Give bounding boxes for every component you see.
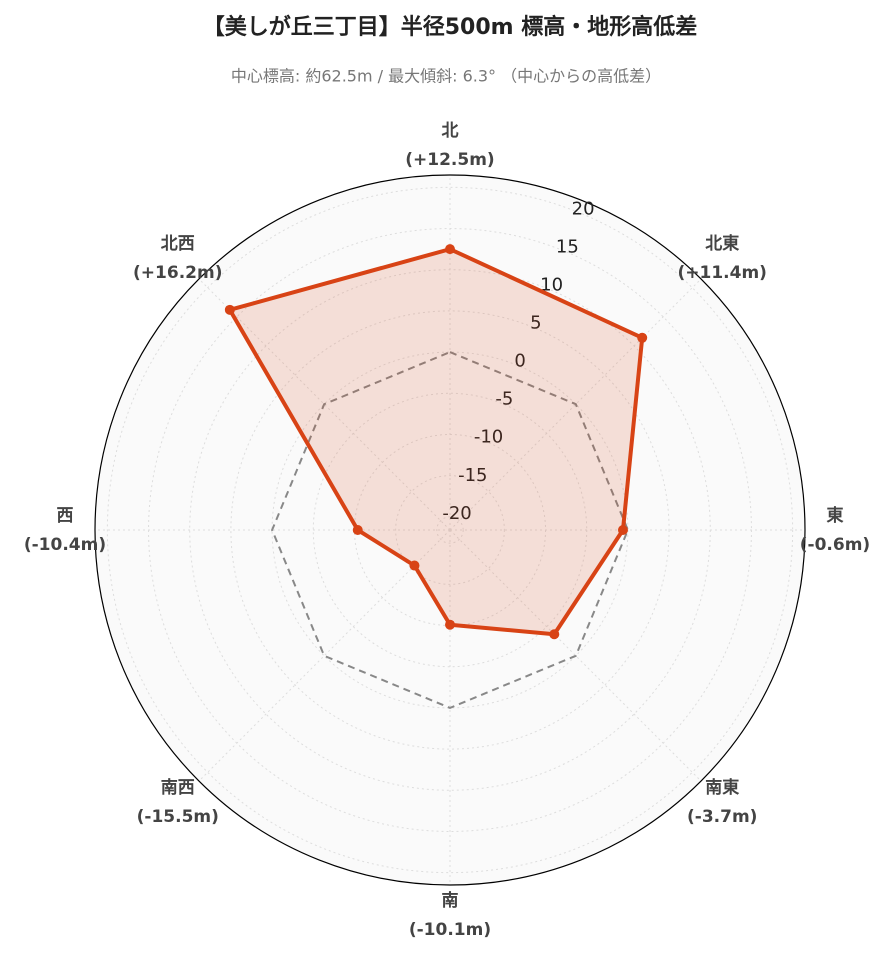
- data-point: [224, 304, 235, 315]
- r-tick-label: 5: [530, 313, 541, 334]
- value-label: (+12.5m): [405, 150, 494, 170]
- r-tick-label: 0: [514, 351, 525, 372]
- data-point: [637, 332, 648, 343]
- value-label: (+16.2m): [133, 263, 222, 283]
- grid-circle: [230, 310, 670, 750]
- value-label: (-0.6m): [800, 535, 870, 555]
- r-tick-label: 10: [540, 275, 563, 296]
- spoke: [449, 529, 702, 782]
- value-label: (-10.1m): [409, 920, 491, 940]
- grid-circle: [436, 516, 464, 544]
- spoke: [198, 278, 451, 531]
- value-label: (-15.5m): [137, 807, 219, 827]
- data-point: [352, 525, 363, 535]
- data-point: [445, 619, 455, 630]
- spoke: [198, 529, 451, 782]
- value-label: (+11.4m): [678, 263, 767, 283]
- chart-subtitle: 中心標高: 約62.5m / 最大傾斜: 6.3° （中心からの高低差）: [231, 67, 661, 86]
- r-tick-label: 20: [572, 198, 595, 219]
- baseline-polygon: [271, 351, 629, 709]
- category-label: 南西: [161, 777, 195, 798]
- data-point: [617, 525, 628, 535]
- category-label: 南東: [705, 777, 739, 798]
- data-point: [409, 560, 420, 571]
- category-label: 北東: [705, 233, 739, 254]
- r-tick-label: 15: [556, 236, 579, 257]
- value-label: (-10.4m): [24, 535, 106, 555]
- spoke: [449, 278, 702, 531]
- r-tick-label: -15: [458, 465, 487, 486]
- r-tick-label: -5: [495, 389, 513, 410]
- category-label: 東: [827, 505, 844, 526]
- data-point: [445, 244, 455, 255]
- r-tick-label: -10: [474, 427, 503, 448]
- grid-circle: [395, 475, 505, 585]
- category-label: 南: [442, 890, 459, 911]
- chart-title: 【美しが丘三丁目】半径500m 標高・地形高低差: [203, 14, 698, 40]
- value-label: (-3.7m): [687, 807, 757, 827]
- category-label: 北: [442, 121, 459, 141]
- grid-circle: [106, 186, 794, 874]
- outer-circle: [94, 174, 806, 886]
- category-label: 西: [57, 506, 74, 526]
- r-tick-label: -20: [442, 503, 471, 524]
- category-label: 北西: [161, 234, 195, 254]
- data-point: [549, 629, 560, 640]
